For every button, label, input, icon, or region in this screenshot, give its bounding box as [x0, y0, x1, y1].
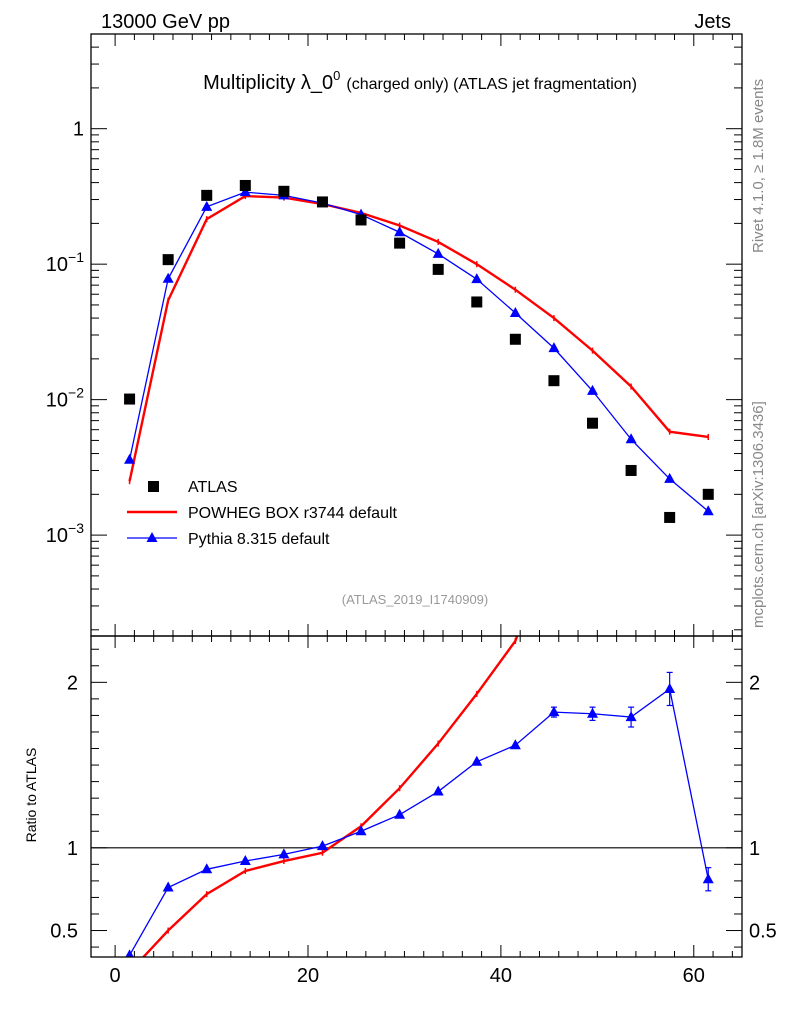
atlas-point	[394, 237, 406, 249]
legend: ATLAS POWHEG BOX r3744 default Pythia 8.…	[127, 479, 398, 548]
ratio-pythia-point	[664, 682, 676, 693]
ratio-pythia-point	[702, 873, 714, 884]
main-axis-ticks: 110−110−210−3	[46, 33, 742, 957]
ratio-pythia-point	[316, 840, 328, 851]
side-label-bottom: mcplots.cern.ch [arXiv:1306.3436]	[750, 401, 767, 628]
ratio-panel-frame	[90, 635, 743, 958]
legend-label-pythia: Pythia 8.315 default	[188, 531, 330, 548]
pythia-point	[625, 433, 637, 444]
ratio-pythia-point	[239, 855, 251, 866]
pythia-point	[432, 247, 444, 258]
y-tick-label-base: 10	[46, 525, 68, 547]
legend-label-atlas: ATLAS	[188, 479, 238, 496]
atlas-point	[664, 511, 676, 523]
y-tick-label: 1	[73, 119, 84, 141]
ratio-pythia-point	[162, 881, 174, 892]
pythia-point	[394, 226, 406, 237]
pythia-point	[702, 505, 714, 516]
atlas-point	[702, 488, 714, 500]
ratio-pythia-point	[625, 711, 637, 722]
ratio-series-group	[125, 636, 714, 957]
main-plot-area	[124, 179, 714, 523]
x-tick-label: 0	[110, 965, 121, 987]
atlas-point	[162, 254, 174, 266]
y-tick-label-base: 10	[46, 254, 68, 276]
legend-marker-atlas	[148, 481, 159, 492]
legend-marker-pythia	[146, 532, 158, 542]
y-tick-label: 10−3	[46, 520, 84, 547]
atlas-point	[432, 263, 444, 275]
ratio-pythia-point	[509, 739, 521, 750]
ratio-y-tick-label-right: 2	[749, 672, 760, 694]
chart-title-main: Multiplicity λ_0	[203, 72, 333, 94]
chart-title-sub: (charged only) (ATLAS jet fragmentation)	[346, 76, 637, 93]
pythia-point	[664, 472, 676, 483]
ratio-pythia-point	[548, 706, 560, 717]
ratio-pythia-point	[471, 755, 483, 766]
chart-title-sup: 0	[333, 68, 340, 83]
pythia-point	[201, 200, 213, 211]
header-right: Jets	[694, 11, 731, 33]
x-tick-label: 40	[490, 965, 512, 987]
main-series-group	[124, 179, 714, 523]
y-tick-label: 10−2	[46, 385, 84, 412]
header-left: 13000 GeV pp	[101, 11, 230, 33]
pythia-point	[548, 342, 560, 353]
side-label-top: Rivet 4.1.0, ≥ 1.8M events	[750, 79, 767, 253]
ratio-pythia-point	[201, 863, 213, 874]
pythia-point	[471, 273, 483, 284]
pythia-point	[509, 307, 521, 318]
atlas-point	[587, 417, 599, 429]
x-tick-label: 20	[297, 965, 319, 987]
x-tick-label: 60	[683, 965, 705, 987]
ratio-plot-area	[91, 636, 742, 957]
chart-title: Multiplicity λ_00 (charged only) (ATLAS j…	[203, 68, 637, 94]
ratio-pythia-point	[587, 707, 599, 718]
y-tick-label-base: 10	[46, 390, 68, 412]
ratio-pythia-point	[394, 808, 406, 819]
y-tick-label-exp: −2	[68, 385, 84, 401]
x-tick-labels: 0 20 40 60	[110, 965, 705, 987]
powheg-line	[128, 194, 709, 482]
ratio-axis-label: Ratio to ATLAS	[23, 748, 39, 843]
atlas-point	[509, 333, 521, 345]
ratio-pythia-point	[355, 825, 367, 836]
pythia-point	[239, 186, 251, 197]
atlas-point	[278, 185, 290, 197]
ratio-y-tick-label-left: 0.5	[50, 921, 78, 943]
ratio-pythia-point	[125, 949, 134, 957]
ratio-y-tick-label-right: 0.5	[749, 921, 777, 943]
pythia-line	[128, 191, 709, 512]
atlas-point	[201, 189, 213, 201]
legend-label-powheg: POWHEG BOX r3744 default	[188, 505, 398, 522]
ratio-pythia-point	[278, 848, 290, 859]
ratio-pythia-line	[129, 687, 709, 956]
y-tick-label: 10−1	[46, 249, 84, 276]
y-tick-label-exp: −1	[68, 249, 84, 265]
atlas-point	[316, 196, 328, 208]
atlas-point	[355, 214, 367, 226]
atlas-point	[471, 296, 483, 308]
y-tick-label-exp: −3	[68, 520, 84, 536]
pythia-point	[587, 384, 599, 395]
atlas-point	[239, 179, 251, 191]
ratio-pythia-point	[432, 785, 444, 796]
ratio-powheg-line	[141, 636, 519, 957]
atlas-point	[548, 375, 560, 387]
atlas-point	[124, 393, 136, 405]
ratio-y-tick-label-right: 1	[749, 838, 760, 860]
analysis-tag: (ATLAS_2019_I1740909)	[342, 592, 488, 607]
atlas-point	[625, 464, 637, 476]
ratio-y-tick-label-left: 1	[67, 838, 78, 860]
pythia-point	[124, 453, 136, 464]
ratio-y-tick-label-left: 2	[67, 672, 78, 694]
pythia-point	[162, 272, 174, 283]
